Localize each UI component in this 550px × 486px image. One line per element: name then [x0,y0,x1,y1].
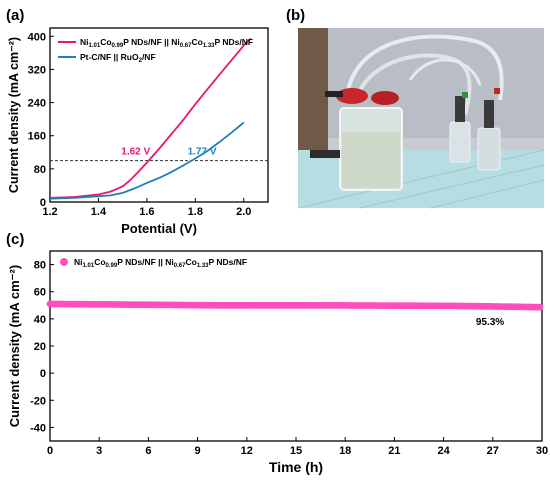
x-tick-label-a: 2.0 [236,206,251,218]
x-tick-label-c: 21 [388,445,400,457]
panel-label-a: (a) [6,7,24,24]
x-tick-label-c: 18 [339,445,351,457]
electrolysis-setup-photo [297,28,545,209]
y-tick-label-a: 0 [40,197,46,209]
legend-a: Ni1.01Co0.99P NDs/NF || Ni0.67Co1.33P ND… [58,37,253,64]
series-line-ni-co-p [49,37,252,199]
y-tick-label-c: 40 [34,314,46,326]
y-tick-label-c: 80 [34,260,46,272]
x-tick-label-a: 1.6 [139,206,154,218]
y-tick-label-c: 60 [34,287,46,299]
y-axis-label-c: Current density (mA cm⁻²) [7,265,22,427]
legend-label-pt-c: Pt-C/NF || RuO2/NF [80,52,156,64]
panel-label-c: (c) [6,231,24,248]
x-tick-label-c: 24 [437,445,450,457]
legend-label-ni-co-p: Ni1.01Co0.99P NDs/NF || Ni0.67Co1.33P ND… [80,37,253,49]
x-tick-label-a: 1.2 [42,206,57,218]
y-tick-label-c: 20 [34,341,46,353]
x-tick-label-c: 3 [96,445,102,457]
y-tick-label-c: -40 [30,422,46,434]
y-axis-label-a: Current density (mA cm⁻²) [7,37,21,193]
plot-frame-c [49,250,543,442]
retention-annotation: 95.3% [476,317,504,328]
y-tick-label-a: 160 [28,131,46,143]
y-tick-label-a: 400 [28,31,46,43]
x-axis-label-a: Potential (V) [121,221,197,236]
x-tick-label-c: 9 [195,445,201,457]
x-tick-label-c: 27 [487,445,499,457]
panel-label-b: (b) [286,7,305,24]
annotation-1-62v: 1.62 V [121,147,150,158]
annotation-1-77v: 1.77 V [188,147,217,158]
y-tick-label-a: 240 [28,98,46,110]
polarization-chart: 1.2 1.4 1.6 1.8 2.0 0 80 160 240 320 400 1.62 V 1.… [7,27,269,236]
legend-label-stability: Ni1.01Co0.99P NDs/NF || Ni0.67Co1.33P ND… [74,257,247,269]
legend-marker-stability [60,258,68,266]
x-tick-label-c: 6 [145,445,151,457]
x-tick-label-a: 1.8 [188,206,203,218]
x-tick-label-a: 1.4 [91,206,107,218]
x-axis-label-c: Time (h) [269,459,323,475]
x-tick-label-c: 15 [290,445,302,457]
y-tick-label-a: 320 [28,64,46,76]
x-tick-label-c: 30 [536,445,548,457]
y-tick-label-a: 80 [34,164,46,176]
stability-data-point [536,303,544,311]
series-line-pt-c [49,121,245,200]
plot-frame-a [49,27,269,203]
x-tick-label-c: 12 [241,445,253,457]
stability-data-band [46,300,544,311]
x-tick-label-c: 0 [47,445,53,457]
y-tick-label-c: 0 [40,368,46,380]
stability-chart: 0 3 6 9 12 15 18 21 24 27 30 -40 -20 0 20 40 60 80 Ni1.0… [7,250,548,475]
legend-c: Ni1.01Co0.99P NDs/NF || Ni0.67Co1.33P ND… [60,257,247,269]
y-tick-label-c: -20 [30,395,46,407]
